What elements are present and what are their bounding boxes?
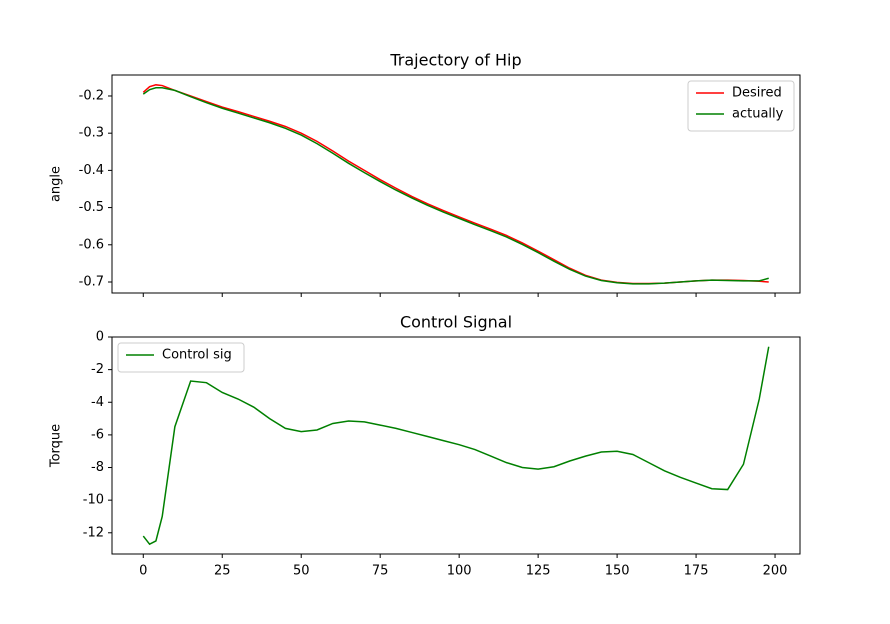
- y-tick-label: -6: [91, 427, 104, 442]
- legend-label: Desired: [732, 86, 782, 101]
- y-tick-label: -0.7: [79, 274, 104, 289]
- data-line: [142, 87, 769, 285]
- y-tick-label: -12: [83, 525, 104, 540]
- x-tick-label: 75: [372, 564, 389, 579]
- chart-title: Control Signal: [400, 313, 512, 332]
- legend-label: actually: [732, 107, 784, 122]
- y-tick-label: -0.6: [79, 237, 104, 252]
- legend-label: Control sig: [162, 348, 232, 363]
- y-tick-label: -0.4: [79, 163, 104, 178]
- chart-title: Trajectory of Hip: [389, 51, 521, 70]
- data-line: [142, 84, 769, 285]
- y-tick-label: -8: [91, 460, 104, 475]
- x-tick-label: 100: [447, 564, 472, 579]
- y-tick-label: -4: [91, 395, 104, 410]
- y-tick-label: 0: [96, 330, 104, 345]
- y-tick-label: -0.3: [79, 126, 104, 141]
- y-axis-label: Torque: [49, 424, 64, 468]
- y-tick-label: -2: [91, 362, 104, 377]
- plot-frame: [111, 336, 801, 555]
- legend-box: [117, 342, 245, 373]
- x-tick-label: 200: [763, 564, 788, 579]
- x-tick-label: 50: [293, 564, 310, 579]
- x-tick-label: 0: [139, 564, 147, 579]
- x-tick-label: 25: [214, 564, 231, 579]
- plot-frame: [111, 74, 801, 294]
- y-tick-label: -0.5: [79, 200, 104, 215]
- y-axis-label: angle: [49, 166, 64, 202]
- data-line: [142, 346, 770, 546]
- x-tick-label: 125: [526, 564, 551, 579]
- y-tick-label: -10: [83, 493, 104, 508]
- y-tick-label: -0.2: [79, 88, 104, 103]
- legend: Desired actually: [687, 80, 795, 132]
- x-tick-label: 150: [605, 564, 630, 579]
- legend: Control sig: [117, 342, 245, 373]
- x-tick-label: 175: [684, 564, 709, 579]
